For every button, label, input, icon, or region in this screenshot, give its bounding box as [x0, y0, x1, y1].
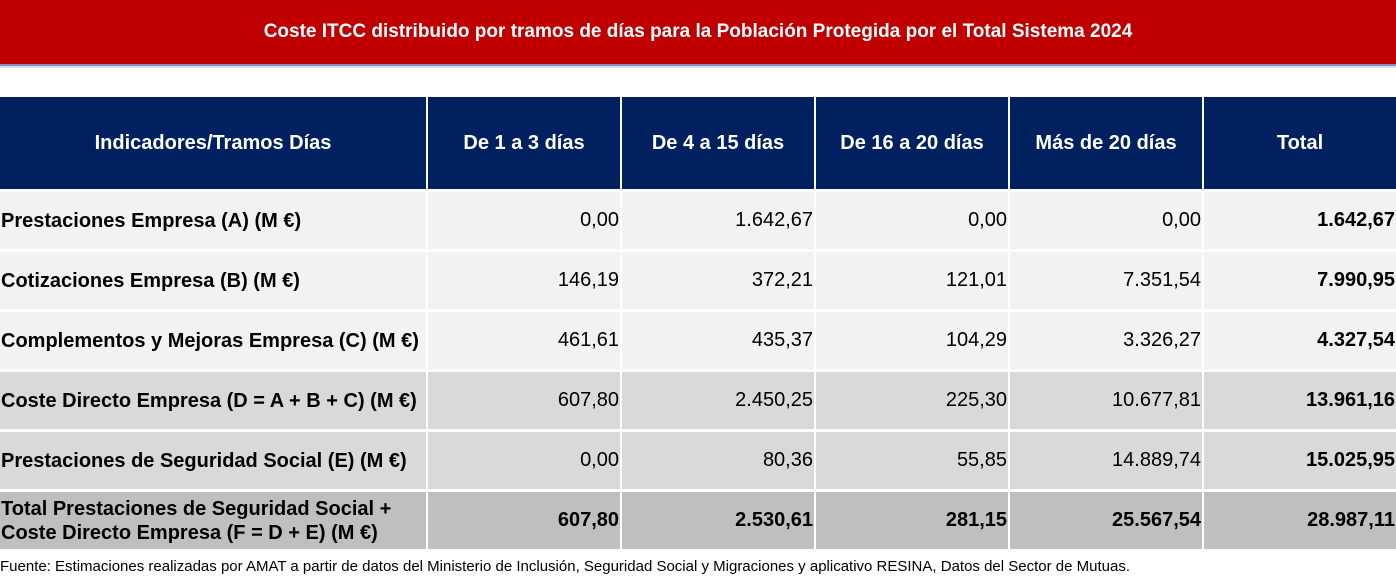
cell-value: 121,01 [814, 249, 1009, 311]
table-row: Prestaciones de Seguridad Social (E) (M … [0, 429, 1396, 491]
header-over-20-days: Más de 20 días [1008, 97, 1203, 191]
row-label: Cotizaciones Empresa (B) (M €) [0, 249, 427, 311]
cost-table: Indicadores/Tramos Días De 1 a 3 días De… [0, 97, 1396, 549]
cell-value: 104,29 [814, 309, 1009, 371]
cell-value: 1.642,67 [620, 189, 815, 251]
cell-total: 13.961,16 [1202, 369, 1396, 431]
header-indicators: Indicadores/Tramos Días [0, 97, 427, 191]
cell-value: 55,85 [814, 429, 1009, 491]
cell-value: 146,19 [426, 249, 621, 311]
cell-value: 2.530,61 [620, 489, 815, 549]
row-label: Coste Directo Empresa (D = A + B + C) (M… [0, 369, 427, 431]
header-4-15-days: De 4 a 15 días [620, 97, 815, 191]
divider [0, 66, 1396, 68]
cell-total: 7.990,95 [1202, 249, 1396, 311]
table-row: Coste Directo Empresa (D = A + B + C) (M… [0, 369, 1396, 431]
cell-value: 607,80 [426, 489, 621, 549]
cell-value: 461,61 [426, 309, 621, 371]
table-row-total: Total Prestaciones de Seguridad Social +… [0, 489, 1396, 549]
cell-value: 225,30 [814, 369, 1009, 431]
row-label: Prestaciones de Seguridad Social (E) (M … [0, 429, 427, 491]
header-total: Total [1202, 97, 1396, 191]
table-row: Complementos y Mejoras Empresa (C) (M €)… [0, 309, 1396, 371]
cell-total: 4.327,54 [1202, 309, 1396, 371]
cell-value: 0,00 [426, 189, 621, 251]
cell-value: 0,00 [814, 189, 1009, 251]
cell-value: 7.351,54 [1008, 249, 1203, 311]
table-row: Cotizaciones Empresa (B) (M €) 146,19 37… [0, 249, 1396, 311]
cell-value: 10.677,81 [1008, 369, 1203, 431]
source-footnote: Fuente: Estimaciones realizadas por AMAT… [0, 558, 1130, 575]
cell-value: 607,80 [426, 369, 621, 431]
cell-value: 372,21 [620, 249, 815, 311]
page-title: Coste ITCC distribuido por tramos de día… [263, 21, 1133, 42]
cell-value: 435,37 [620, 309, 815, 371]
cell-value: 281,15 [814, 489, 1009, 549]
cell-total: 1.642,67 [1202, 189, 1396, 251]
header-16-20-days: De 16 a 20 días [814, 97, 1009, 191]
cell-value: 0,00 [1008, 189, 1203, 251]
title-banner: Coste ITCC distribuido por tramos de día… [0, 0, 1396, 67]
cell-total: 15.025,95 [1202, 429, 1396, 491]
row-label: Total Prestaciones de Seguridad Social +… [0, 489, 427, 549]
row-label: Complementos y Mejoras Empresa (C) (M €) [0, 309, 427, 371]
cell-value: 3.326,27 [1008, 309, 1203, 371]
table-header-row: Indicadores/Tramos Días De 1 a 3 días De… [0, 97, 1396, 191]
cell-value: 80,36 [620, 429, 815, 491]
cell-value: 0,00 [426, 429, 621, 491]
cell-value: 25.567,54 [1008, 489, 1203, 549]
cell-value: 2.450,25 [620, 369, 815, 431]
table-row: Prestaciones Empresa (A) (M €) 0,00 1.64… [0, 189, 1396, 251]
cell-total: 28.987,11 [1202, 489, 1396, 549]
row-label: Prestaciones Empresa (A) (M €) [0, 189, 427, 251]
cell-value: 14.889,74 [1008, 429, 1203, 491]
header-1-3-days: De 1 a 3 días [426, 97, 621, 191]
